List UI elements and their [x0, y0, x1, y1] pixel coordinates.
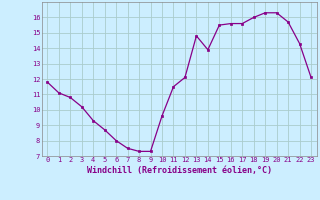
X-axis label: Windchill (Refroidissement éolien,°C): Windchill (Refroidissement éolien,°C): [87, 166, 272, 175]
